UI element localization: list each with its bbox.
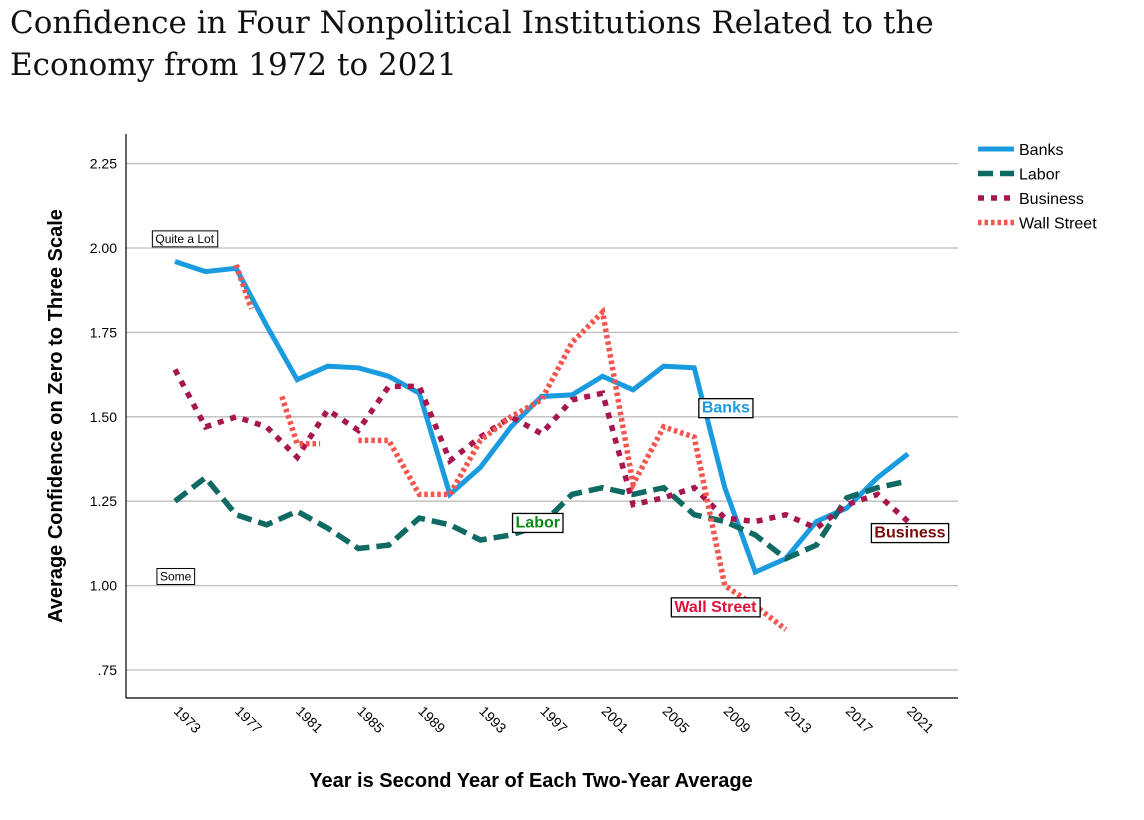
legend-label: Labor: [1019, 167, 1061, 184]
series-label-box: [670, 597, 761, 618]
chart-title: Confidence in Four Nonpolitical Institut…: [10, 5, 934, 83]
x-tick-label: 2001: [598, 703, 631, 736]
x-tick-label: 1993: [476, 703, 509, 736]
x-tick-label: 2009: [721, 703, 754, 736]
y-tick-label: 2.00: [90, 240, 117, 256]
series-label-box: [511, 512, 564, 534]
series-label-banks: Banks: [702, 400, 750, 417]
series-label-box: [698, 398, 754, 419]
y-tick-label: 1.75: [90, 324, 117, 340]
legend-label: Banks: [1019, 142, 1063, 159]
x-tick-label: 1985: [354, 703, 387, 736]
y-axis-label: Average Confidence on Zero to Three Scal…: [45, 209, 67, 623]
annotation-label: Some: [160, 569, 192, 583]
x-tick-label: 2013: [782, 703, 815, 736]
x-tick-label: 1981: [293, 703, 326, 736]
x-tick-label: 2017: [843, 703, 876, 736]
series-label-box: [870, 522, 950, 544]
legend-label: Business: [1019, 191, 1084, 208]
y-tick-label: 2.25: [90, 156, 117, 172]
x-tick-label: 1977: [232, 703, 265, 736]
x-tick-label: 1989: [415, 703, 448, 736]
series-label-wall-street: Wall Street: [674, 599, 757, 616]
x-tick-label: 1973: [171, 703, 204, 736]
annotation-box: [156, 567, 196, 585]
x-axis-label: Year is Second Year of Each Two-Year Ave…: [309, 770, 753, 792]
series-label-labor: Labor: [516, 514, 560, 531]
annotation-box: [151, 230, 219, 248]
x-tick-label: 2005: [660, 703, 693, 736]
y-tick-label: 1.25: [90, 493, 117, 509]
annotation-label: Quite a Lot: [155, 232, 214, 246]
x-tick-label: 1997: [537, 703, 570, 736]
series-line-business: [172, 368, 910, 532]
y-tick-label: .75: [98, 662, 118, 678]
y-tick-label: 1.00: [90, 578, 117, 594]
series-line-wall-street: [233, 263, 254, 310]
x-tick-label: 2021: [904, 703, 937, 736]
legend-label: Wall Street: [1019, 216, 1097, 233]
series-line-wall-street: [279, 395, 321, 447]
y-tick-label: 1.50: [90, 409, 117, 425]
series-label-business: Business: [874, 525, 945, 542]
